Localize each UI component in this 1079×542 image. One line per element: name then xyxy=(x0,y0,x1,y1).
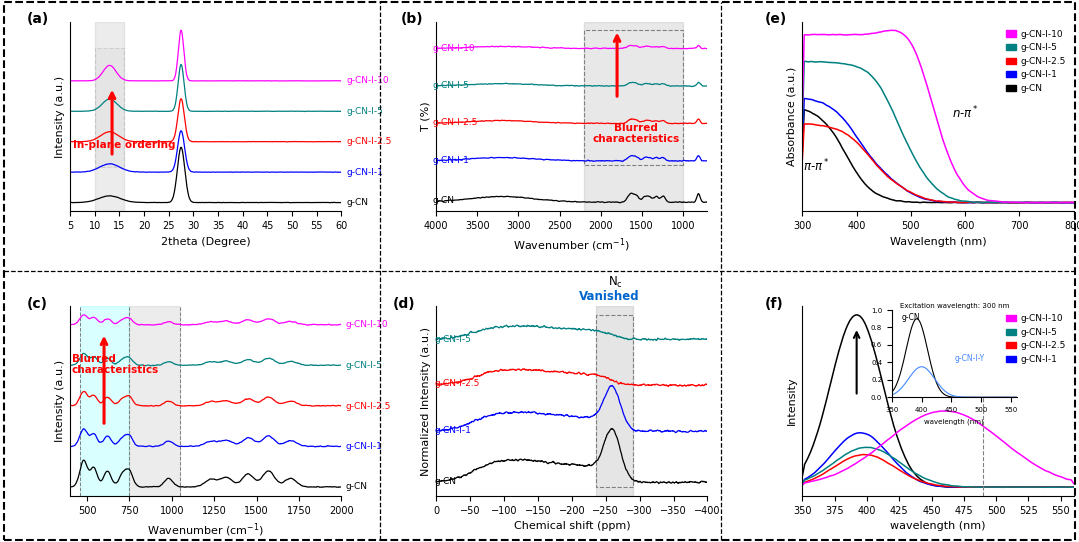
Text: g-CN-I-5: g-CN-I-5 xyxy=(433,81,469,90)
Text: g-CN-I-2.5: g-CN-I-2.5 xyxy=(345,402,391,410)
Text: g-CN-I-1: g-CN-I-1 xyxy=(433,156,469,165)
Text: g-CN-I-5: g-CN-I-5 xyxy=(345,361,382,370)
Text: g-CN: g-CN xyxy=(346,198,368,207)
Text: g-CN: g-CN xyxy=(433,196,454,205)
Text: g-CN-I-2.5: g-CN-I-2.5 xyxy=(433,119,478,127)
Text: g-CN-I-5: g-CN-I-5 xyxy=(434,335,472,344)
Legend: g-CN-I-10, g-CN-I-5, g-CN-I-2.5, g-CN-I-1, g-CN: g-CN-I-10, g-CN-I-5, g-CN-I-2.5, g-CN-I-… xyxy=(1002,26,1069,96)
X-axis label: Wavenumber (cm$^{-1}$): Wavenumber (cm$^{-1}$) xyxy=(514,237,630,254)
Bar xyxy=(80,306,129,496)
Bar xyxy=(95,22,124,211)
Text: g-CN-I-1: g-CN-I-1 xyxy=(345,442,382,450)
Text: N$_\mathregular{c}$: N$_\mathregular{c}$ xyxy=(609,275,624,290)
Text: Blurred
characteristics: Blurred characteristics xyxy=(592,122,680,144)
Text: (e): (e) xyxy=(764,12,787,26)
Bar xyxy=(584,22,683,211)
Y-axis label: Normalized Intensity (a.u.): Normalized Intensity (a.u.) xyxy=(421,327,431,475)
X-axis label: Wavenumber (cm$^{-1}$): Wavenumber (cm$^{-1}$) xyxy=(148,521,264,539)
Bar xyxy=(596,306,633,496)
Y-axis label: Intensity (a.u.): Intensity (a.u.) xyxy=(55,360,65,442)
Text: (f): (f) xyxy=(764,296,783,311)
Text: $n$-$\pi^*$: $n$-$\pi^*$ xyxy=(952,104,979,121)
Text: g-CN-I-10: g-CN-I-10 xyxy=(346,76,388,86)
Bar xyxy=(95,48,124,166)
Legend: g-CN-I-10, g-CN-I-5, g-CN-I-2.5, g-CN-I-1: g-CN-I-10, g-CN-I-5, g-CN-I-2.5, g-CN-I-… xyxy=(1002,311,1069,367)
Text: (a): (a) xyxy=(27,12,49,26)
Text: g-CN: g-CN xyxy=(434,477,456,486)
Text: (c): (c) xyxy=(27,296,47,311)
Text: (b): (b) xyxy=(401,12,424,26)
Text: Blurred
characteristics: Blurred characteristics xyxy=(72,354,159,376)
Bar xyxy=(596,315,633,487)
Y-axis label: Absorbance (a.u.): Absorbance (a.u.) xyxy=(787,67,796,166)
Text: g-CN-I-10: g-CN-I-10 xyxy=(433,44,475,53)
Bar xyxy=(129,306,180,496)
Y-axis label: Intensity: Intensity xyxy=(787,377,796,425)
Text: g-CN-I-10: g-CN-I-10 xyxy=(345,320,388,330)
Text: g-CN-I-1: g-CN-I-1 xyxy=(346,167,383,177)
X-axis label: 2theta (Degree): 2theta (Degree) xyxy=(161,237,250,247)
Text: g-CN-I-2.5: g-CN-I-2.5 xyxy=(346,137,392,146)
X-axis label: wavelength (nm): wavelength (nm) xyxy=(890,521,986,531)
Y-axis label: Intensity (a.u.): Intensity (a.u.) xyxy=(55,75,65,158)
Bar xyxy=(584,30,683,165)
Text: In-plane ordering: In-plane ordering xyxy=(72,140,175,150)
Text: Vanished: Vanished xyxy=(578,291,639,304)
Text: g-CN-I-2.5: g-CN-I-2.5 xyxy=(434,379,479,388)
Text: g-CN: g-CN xyxy=(345,482,368,492)
X-axis label: Wavelength (nm): Wavelength (nm) xyxy=(890,237,986,247)
Text: g-CN-I-1: g-CN-I-1 xyxy=(434,427,472,435)
Text: (d): (d) xyxy=(393,296,415,311)
Text: $\pi$-$\pi^*$: $\pi$-$\pi^*$ xyxy=(804,157,830,174)
Y-axis label: T (%): T (%) xyxy=(421,102,431,131)
Text: g-CN-I-5: g-CN-I-5 xyxy=(346,107,383,116)
X-axis label: Chemical shift (ppm): Chemical shift (ppm) xyxy=(514,521,630,531)
